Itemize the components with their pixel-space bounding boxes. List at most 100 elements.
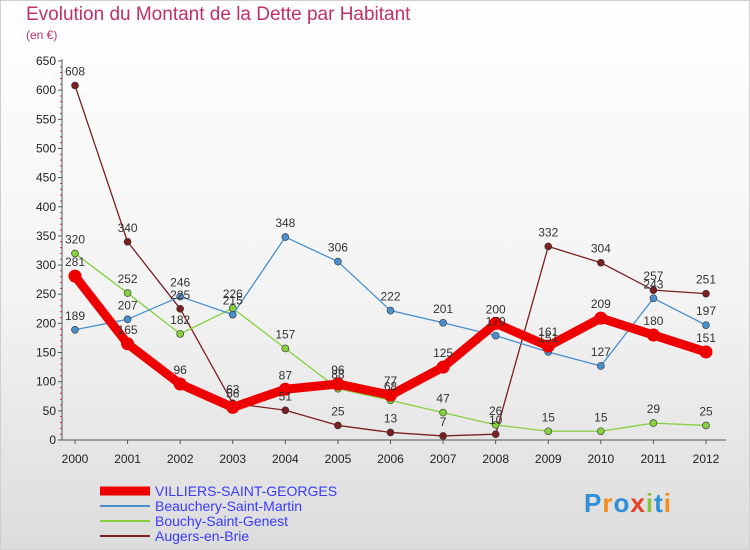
data-point bbox=[176, 292, 184, 301]
x-tick-label: 2008 bbox=[482, 452, 509, 466]
data-point bbox=[491, 421, 500, 429]
legend-label: Augers-en-Brie bbox=[155, 528, 249, 544]
x-tick-label: 2002 bbox=[167, 452, 194, 466]
x-tick-label: 2000 bbox=[62, 452, 89, 466]
legend-label: VILLIERS-SAINT-GEORGES bbox=[155, 483, 337, 499]
data-label: 125 bbox=[433, 346, 453, 360]
data-point bbox=[541, 339, 555, 353]
data-label: 77 bbox=[384, 374, 398, 388]
data-point bbox=[228, 310, 237, 319]
data-point bbox=[702, 321, 710, 329]
data-point bbox=[123, 237, 132, 246]
data-label: 201 bbox=[433, 302, 453, 316]
data-point bbox=[71, 325, 79, 334]
data-point bbox=[597, 362, 605, 370]
legend: VILLIERS-SAINT-GEORGESBeauchery-Saint-Ma… bbox=[100, 483, 337, 544]
x-tick-label: 2012 bbox=[693, 452, 720, 466]
data-point bbox=[176, 305, 184, 313]
data-label: 252 bbox=[118, 272, 138, 286]
data-label: 332 bbox=[538, 225, 558, 239]
data-point bbox=[386, 428, 395, 437]
x-tick-label: 2003 bbox=[219, 452, 246, 466]
x-tick-label: 2005 bbox=[325, 452, 352, 466]
y-tick-label: 200 bbox=[36, 316, 56, 330]
data-label: 306 bbox=[328, 241, 348, 255]
x-tick-label: 2007 bbox=[430, 452, 457, 466]
y-tick-label: 350 bbox=[36, 229, 56, 243]
data-point bbox=[649, 419, 658, 427]
data-point bbox=[68, 269, 82, 283]
y-tick-label: 250 bbox=[36, 287, 56, 301]
data-label: 96 bbox=[331, 363, 345, 377]
data-label: 63 bbox=[226, 382, 240, 396]
data-label: 161 bbox=[538, 325, 558, 339]
y-tick-label: 550 bbox=[36, 112, 56, 126]
data-label: 320 bbox=[65, 232, 85, 246]
data-point bbox=[702, 289, 710, 298]
data-point bbox=[594, 311, 608, 325]
data-label: 25 bbox=[331, 404, 345, 418]
data-point bbox=[331, 377, 345, 391]
unit-label: (en €) bbox=[26, 28, 58, 42]
data-label: 209 bbox=[591, 297, 611, 311]
data-label: 243 bbox=[643, 277, 663, 291]
data-label: 222 bbox=[380, 290, 400, 304]
data-label: 29 bbox=[647, 402, 661, 416]
data-label: 257 bbox=[643, 269, 663, 283]
data-point bbox=[334, 421, 342, 430]
data-point bbox=[176, 330, 184, 338]
proxiti-logo: Proxiti bbox=[584, 488, 672, 519]
data-point bbox=[439, 432, 447, 440]
data-point bbox=[334, 257, 342, 266]
data-point bbox=[489, 316, 503, 330]
data-label: 7 bbox=[440, 415, 447, 429]
y-tick-label: 150 bbox=[36, 346, 56, 360]
y-tick-label: 300 bbox=[36, 258, 56, 272]
data-label: 226 bbox=[223, 287, 243, 301]
data-point bbox=[71, 81, 79, 90]
data-label: 281 bbox=[65, 255, 85, 269]
y-tick-label: 600 bbox=[36, 83, 56, 97]
chart-title: Evolution du Montant de la Dette par Hab… bbox=[26, 4, 411, 25]
data-point bbox=[281, 406, 290, 415]
data-label: 179 bbox=[486, 315, 506, 329]
data-label: 251 bbox=[696, 273, 716, 287]
data-label: 151 bbox=[696, 331, 716, 345]
x-tick-label: 2009 bbox=[535, 452, 562, 466]
logo-letter: t bbox=[654, 488, 664, 518]
data-label: 151 bbox=[538, 331, 558, 345]
data-point bbox=[384, 388, 397, 402]
data-point bbox=[386, 306, 395, 315]
data-point bbox=[544, 242, 553, 251]
data-point bbox=[123, 289, 132, 297]
data-label: 47 bbox=[436, 392, 450, 406]
data-point bbox=[281, 233, 290, 241]
data-point bbox=[439, 408, 447, 417]
data-point bbox=[436, 360, 450, 374]
data-point bbox=[597, 427, 605, 436]
data-point bbox=[646, 328, 660, 342]
data-label: 215 bbox=[223, 294, 243, 308]
series-layer bbox=[68, 81, 713, 440]
data-label: 197 bbox=[696, 304, 716, 318]
data-point bbox=[649, 294, 658, 303]
data-label: 127 bbox=[591, 345, 611, 359]
data-label: 157 bbox=[275, 327, 295, 341]
logo-letter: r bbox=[602, 488, 614, 518]
data-label: 189 bbox=[65, 309, 85, 323]
data-label: 96 bbox=[173, 363, 187, 377]
data-label: 87 bbox=[279, 368, 293, 382]
logo-letter: o bbox=[613, 488, 631, 518]
x-tick-label: 2004 bbox=[272, 452, 299, 466]
data-label: 15 bbox=[594, 410, 608, 424]
y-tick-label: 50 bbox=[43, 404, 57, 418]
data-label: 304 bbox=[591, 242, 611, 256]
x-tick-label: 2006 bbox=[377, 452, 404, 466]
data-label: 26 bbox=[489, 404, 503, 418]
y-tick-label: 450 bbox=[36, 171, 56, 185]
data-label: 88 bbox=[331, 368, 345, 382]
data-labels-layer: 608 340 225 63 51 25 13 7 10 332 304 257 251 320 252 18… bbox=[65, 64, 716, 428]
data-label: 51 bbox=[279, 389, 293, 403]
data-label: 68 bbox=[384, 379, 398, 393]
